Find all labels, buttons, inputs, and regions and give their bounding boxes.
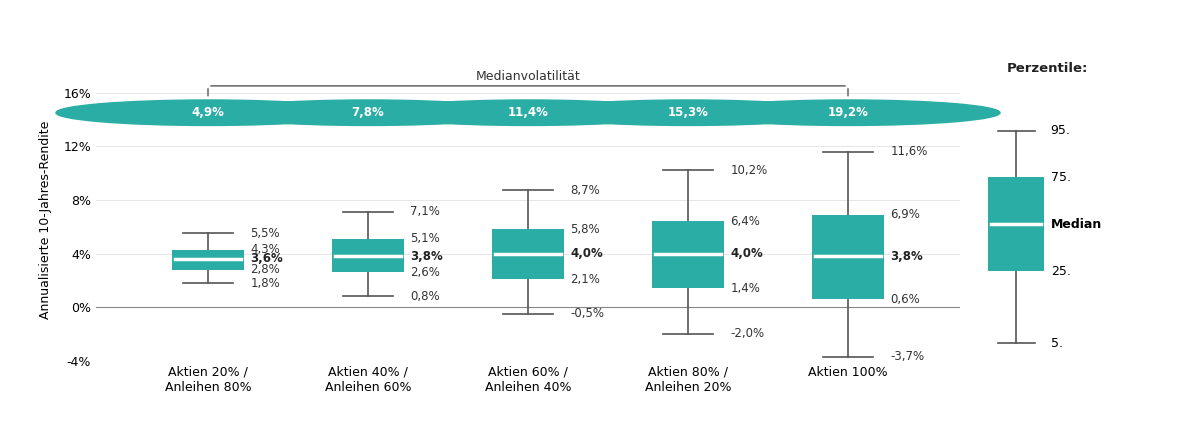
Circle shape [216,100,520,125]
Text: 4,0%: 4,0% [570,247,604,260]
Circle shape [696,100,1000,125]
FancyBboxPatch shape [172,249,244,270]
Text: Medianvolatilität: Medianvolatilität [475,70,581,83]
Text: 10,2%: 10,2% [731,164,768,177]
Text: 15,3%: 15,3% [667,106,708,119]
Text: 4,3%: 4,3% [251,243,280,256]
Text: 1,8%: 1,8% [251,276,280,290]
FancyBboxPatch shape [652,221,724,288]
Y-axis label: Annualisierte 10-Jahres-Rendite: Annualisierte 10-Jahres-Rendite [40,121,53,319]
Text: 4,0%: 4,0% [731,247,763,260]
Text: 3,8%: 3,8% [410,250,443,263]
FancyBboxPatch shape [812,215,884,299]
Text: 3,6%: 3,6% [251,253,283,265]
Text: 2,6%: 2,6% [410,266,440,279]
Text: -0,5%: -0,5% [570,308,605,320]
Circle shape [56,100,360,125]
Text: 5.: 5. [1051,337,1063,350]
Circle shape [376,100,680,125]
Text: 4,9%: 4,9% [192,106,224,119]
Text: 75.: 75. [1051,171,1070,184]
Text: 5,1%: 5,1% [410,232,440,245]
Text: 25.: 25. [1051,265,1070,278]
Text: 2,8%: 2,8% [251,263,280,276]
Text: 11,4%: 11,4% [508,106,548,119]
Text: -2,0%: -2,0% [731,327,764,341]
Text: Perzentile:: Perzentile: [1007,62,1088,75]
Text: 1,4%: 1,4% [731,282,761,295]
Text: 0,8%: 0,8% [410,290,440,303]
Text: 8,7%: 8,7% [570,184,600,197]
Text: Median: Median [1051,218,1102,231]
FancyBboxPatch shape [332,239,404,272]
Text: 5,8%: 5,8% [570,223,600,236]
Text: 6,9%: 6,9% [890,208,920,221]
Text: 7,8%: 7,8% [352,106,384,119]
Text: 0,6%: 0,6% [890,293,920,306]
Text: 19,2%: 19,2% [828,106,869,119]
FancyBboxPatch shape [492,229,564,279]
Text: 5,5%: 5,5% [251,227,280,240]
Text: 6,4%: 6,4% [731,215,761,228]
Circle shape [536,100,840,125]
FancyBboxPatch shape [989,177,1044,271]
Text: 95.: 95. [1051,124,1070,137]
Text: 2,1%: 2,1% [570,272,600,286]
Text: 3,8%: 3,8% [890,250,923,263]
Text: 7,1%: 7,1% [410,205,440,218]
Text: -3,7%: -3,7% [890,350,924,363]
Text: 11,6%: 11,6% [890,145,928,158]
